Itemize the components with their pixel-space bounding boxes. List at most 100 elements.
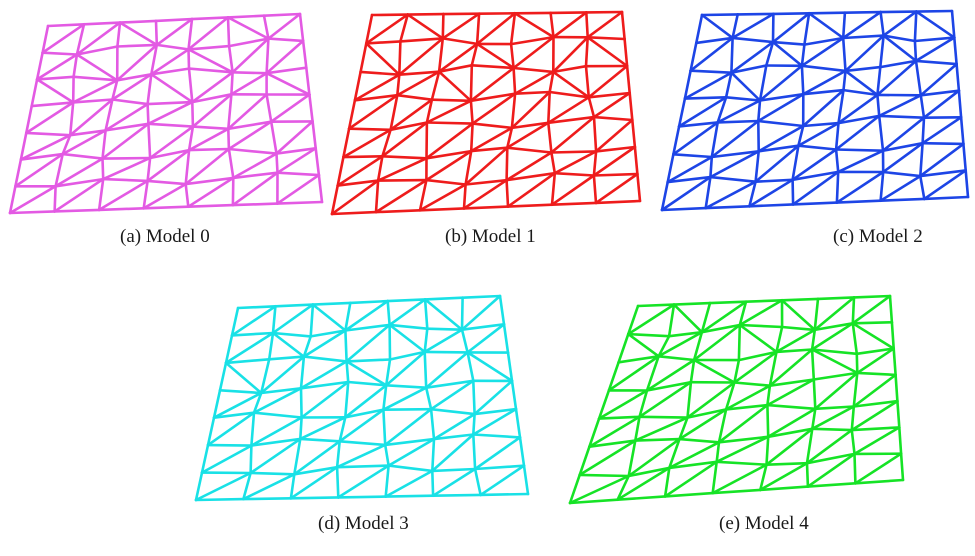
mesh-model-3 (196, 296, 528, 500)
mesh-edge (815, 299, 818, 330)
mesh-edge (881, 12, 884, 35)
mesh-edge (43, 53, 77, 55)
mesh-edge (254, 413, 302, 418)
mesh-edge (881, 199, 925, 201)
mesh-edge (924, 197, 968, 199)
mesh-edge (594, 117, 632, 120)
mesh-edge (462, 298, 463, 330)
mesh-edge (793, 180, 794, 205)
mesh-edge (854, 296, 890, 297)
mesh-edge (734, 383, 770, 386)
mesh-diagonal (120, 23, 157, 45)
mesh-edge (251, 473, 295, 474)
mesh-edge (961, 117, 963, 144)
mesh-edge (189, 149, 229, 150)
mesh-edge (758, 121, 803, 126)
mesh-edge (425, 329, 428, 352)
mesh-diagonal (267, 73, 310, 94)
mesh-edge (397, 95, 432, 100)
mesh-edge (316, 148, 319, 175)
mesh-diagonal (189, 17, 229, 49)
mesh-edge (798, 146, 836, 150)
mesh-edge (228, 16, 264, 18)
mesh-edge (881, 12, 917, 13)
mesh-edge (192, 17, 228, 19)
mesh-diagonal (337, 445, 385, 467)
mesh-diagonal (916, 12, 954, 38)
mesh-edge (117, 45, 156, 47)
mesh-edge (439, 38, 443, 71)
mesh-edge (740, 325, 782, 327)
mesh-edge (659, 356, 695, 360)
mesh-edge (425, 352, 468, 353)
mesh-edge (63, 154, 103, 159)
mesh-diagonal (432, 435, 473, 471)
mesh-edge (264, 14, 300, 16)
mesh-edge (588, 37, 625, 39)
mesh-edge (156, 19, 192, 21)
mesh-edge (594, 151, 596, 175)
mesh-diagonal (803, 90, 843, 126)
mesh-edge (738, 14, 774, 15)
mesh-edge (229, 149, 277, 154)
mesh-edge (807, 463, 808, 486)
mesh-edge (425, 298, 463, 300)
mesh-edge (691, 360, 694, 382)
mesh-diagonal (271, 95, 309, 122)
caption-model-3: (d) Model 3 (318, 513, 409, 535)
mesh-edge (673, 154, 711, 157)
mesh-diagonal (731, 73, 760, 101)
mesh-edge (464, 207, 508, 209)
mesh-edge (767, 463, 808, 465)
mesh-edge (462, 330, 468, 353)
mesh-edge (702, 14, 738, 15)
mesh-diagonal (515, 13, 554, 37)
mesh-edge (632, 120, 635, 147)
mesh-edge (148, 124, 150, 158)
mesh-edge (233, 204, 278, 206)
mesh-diagonal (855, 427, 900, 454)
mesh-diagonal (148, 102, 192, 124)
mesh-edge (586, 12, 587, 37)
mesh-edge (507, 148, 551, 153)
mesh-edge (669, 305, 674, 337)
mesh-edge (837, 172, 838, 203)
mesh-diagonal (588, 12, 622, 37)
mesh-edge (880, 36, 883, 68)
mesh-edge (586, 37, 588, 66)
mesh-edge (386, 385, 426, 387)
mesh-edge (726, 97, 760, 100)
mesh-edge (717, 462, 767, 465)
mesh-edge (275, 305, 313, 307)
mesh-diagonal (273, 305, 313, 333)
mesh-edge (836, 150, 838, 172)
mesh-diagonal (733, 14, 774, 38)
mesh-edge (594, 117, 596, 151)
mesh-edge (696, 15, 702, 43)
mesh-edge (156, 21, 157, 45)
mesh-edge (685, 97, 726, 98)
mesh-edge (477, 14, 479, 44)
mesh-edge (883, 172, 920, 176)
mesh-edge (55, 210, 100, 212)
mesh-diagonal (694, 360, 734, 383)
mesh-edge (618, 496, 666, 499)
mesh-edge (306, 68, 309, 95)
mesh-edge (144, 181, 148, 208)
mesh-edge (471, 101, 473, 124)
mesh-edge (347, 360, 390, 362)
mesh-diagonal (10, 186, 56, 213)
mesh-edge (229, 46, 233, 72)
mesh-edge (277, 202, 322, 204)
mesh-diagonal (838, 151, 883, 172)
mesh-edge (691, 71, 732, 73)
mesh-diagonal (782, 300, 815, 330)
mesh-edge (243, 498, 291, 499)
mesh-diagonal (408, 15, 443, 39)
mesh-diagonal (515, 72, 553, 94)
mesh-edge (103, 179, 147, 181)
mesh-edge (332, 212, 376, 214)
mesh-edge (508, 353, 512, 381)
mesh-edge (376, 181, 378, 213)
mesh-edge (551, 12, 587, 13)
